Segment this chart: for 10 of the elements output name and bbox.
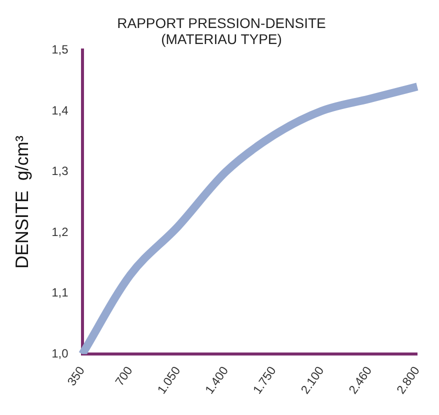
y-tick-label: 1,4 bbox=[52, 103, 69, 118]
y-tick-label: 1,1 bbox=[52, 286, 69, 300]
y-tick-label: 1,3 bbox=[52, 164, 69, 178]
x-tick-label: 700 bbox=[112, 364, 136, 388]
y-tick-label: 1,2 bbox=[52, 224, 69, 239]
y-axis-title: DENSITE g/cm³ bbox=[12, 136, 32, 269]
x-tick-label: 350 bbox=[64, 364, 88, 388]
y-tick-label: 1,0 bbox=[52, 346, 69, 360]
y-tick-label: 1,5 bbox=[52, 42, 69, 57]
chart-title: RAPPORT PRESSION-DENSITE (MATERIAU TYPE) bbox=[117, 14, 326, 48]
